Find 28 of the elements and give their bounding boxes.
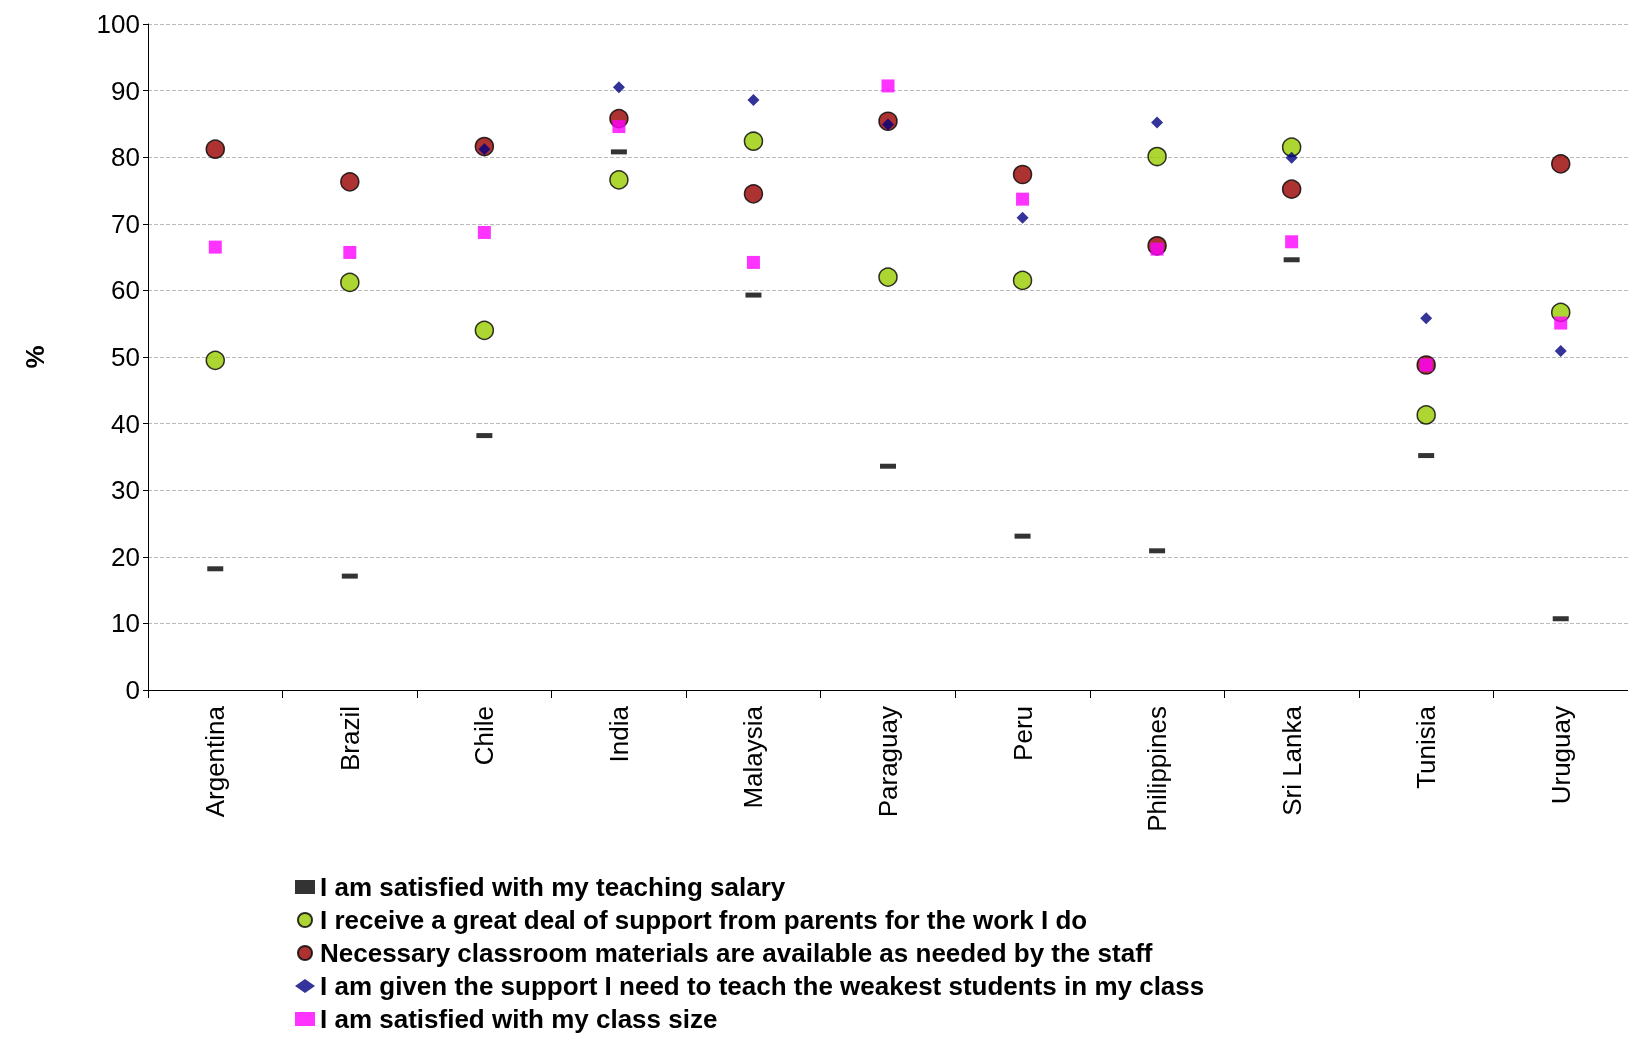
x-tick-label: Argentina bbox=[200, 705, 231, 818]
y-tick-label: 30 bbox=[111, 475, 140, 506]
x-tick-label: Sri Lanka bbox=[1276, 705, 1307, 816]
y-axis-title: % bbox=[20, 345, 50, 369]
x-tick-label: India bbox=[603, 705, 634, 763]
x-tick-label: Tunisia bbox=[1411, 705, 1442, 789]
y-tick-label: 10 bbox=[111, 608, 140, 639]
y-tick-label: 100 bbox=[96, 9, 140, 39]
y-tick-label: 0 bbox=[125, 675, 140, 705]
x-tick-label: Paraguay bbox=[873, 706, 903, 818]
y-tick-label: 80 bbox=[111, 142, 140, 173]
y-tick-label: 60 bbox=[111, 275, 140, 306]
y-tick-label: 50 bbox=[111, 342, 140, 372]
legend-label: I am given the support I need to teach the weakest students in my class bbox=[320, 971, 1205, 1001]
x-tick-label: Uruguay bbox=[1545, 706, 1576, 805]
x-tick-label: Malaysia bbox=[738, 705, 769, 809]
y-tick-label: 70 bbox=[111, 208, 140, 239]
legend-label: I am satisfied with my teaching salary bbox=[320, 872, 786, 902]
x-tick-label: Peru bbox=[1007, 706, 1038, 761]
x-tick-label: Chile bbox=[469, 706, 500, 766]
y-tick-label: 40 bbox=[111, 408, 140, 439]
y-tick-label: 20 bbox=[111, 541, 140, 572]
x-tick-label: Brazil bbox=[334, 706, 365, 772]
legend-label: Necessary classroom materials are available as needed by the staff bbox=[320, 938, 1153, 968]
y-tick-label: 90 bbox=[111, 75, 140, 106]
legend-label: I receive a great deal of support from parents for the work I do bbox=[320, 905, 1088, 935]
x-tick-label: Philippines bbox=[1142, 706, 1173, 832]
legend-label: I am satisfied with my class size bbox=[320, 1004, 718, 1034]
